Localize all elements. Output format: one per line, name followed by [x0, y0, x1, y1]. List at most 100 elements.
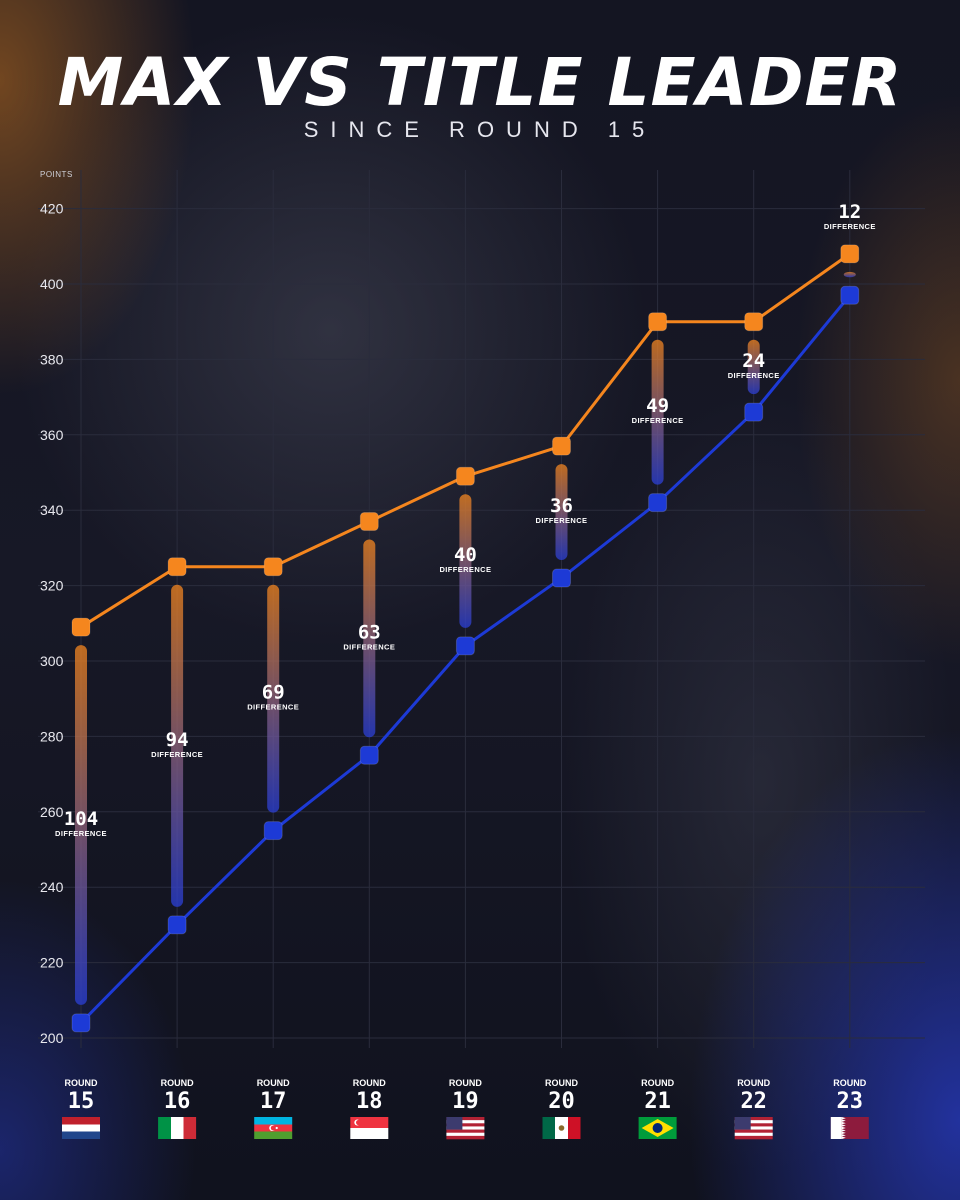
flag-crescent-cut	[356, 1119, 362, 1126]
flag-stripe	[734, 1129, 773, 1134]
difference-bar	[843, 271, 856, 278]
difference-label: DIFFERENCE	[632, 416, 684, 425]
leader-point	[71, 617, 91, 637]
flag-star	[275, 1126, 278, 1130]
page-title: MAX VS TITLE LEADER	[57, 44, 903, 121]
flag-hoist	[830, 1117, 842, 1139]
leader-point	[455, 466, 475, 486]
flag-stripe	[446, 1120, 485, 1124]
qatar-flag	[830, 1117, 869, 1139]
round-label: ROUND	[161, 1078, 194, 1088]
y-tick-label: 340	[40, 502, 64, 518]
flag-stripe	[446, 1129, 485, 1134]
difference-value: 63	[358, 621, 381, 643]
azerbaijan-flag	[254, 1117, 293, 1139]
difference-label: DIFFERENCE	[824, 222, 876, 231]
max-point	[552, 568, 571, 588]
y-axis-title: POINTS	[40, 170, 73, 179]
flag-stripe	[734, 1126, 773, 1130]
difference-bar	[267, 584, 280, 813]
difference-label: DIFFERENCE	[247, 703, 299, 712]
difference-bar	[171, 584, 184, 907]
flag-crescent-cut	[270, 1125, 276, 1131]
max-point	[648, 493, 668, 513]
y-axis-ticks: 200 220 240 260 280 300 320 340 360 380 400 420	[40, 201, 64, 1046]
difference-value: 40	[454, 544, 477, 566]
flag-stripe	[446, 1132, 485, 1137]
round-label: ROUND	[833, 1078, 866, 1088]
flag-stripe	[446, 1135, 485, 1140]
difference-bar	[363, 539, 376, 738]
difference-bar	[75, 645, 87, 1005]
flag-stripe	[734, 1132, 773, 1137]
y-tick-label: 240	[40, 879, 64, 895]
round-number: 22	[740, 1089, 767, 1114]
y-tick-label: 380	[40, 351, 64, 367]
difference-value: 104	[64, 808, 98, 830]
leader-point	[744, 312, 764, 332]
max-point	[167, 915, 187, 935]
difference-value: 94	[166, 729, 189, 751]
united-states-flag	[734, 1117, 773, 1140]
flag-canton	[734, 1117, 751, 1130]
difference-value: 69	[262, 682, 285, 704]
difference-bar	[747, 339, 760, 395]
flag-emblem	[558, 1125, 565, 1131]
round-number: 16	[164, 1089, 191, 1114]
difference-label: DIFFERENCE	[439, 565, 491, 574]
flag-stripe	[734, 1123, 773, 1127]
max-point	[744, 402, 764, 422]
max-point	[263, 821, 283, 841]
difference-label: DIFFERENCE	[55, 829, 107, 838]
round-label: ROUND	[65, 1078, 98, 1088]
y-tick-label: 220	[40, 955, 64, 971]
y-tick-label: 260	[40, 804, 64, 820]
mexico-flag	[542, 1117, 581, 1139]
round-label: ROUND	[449, 1078, 482, 1088]
flag-field	[62, 1117, 100, 1139]
difference-label: DIFFERENCE	[343, 642, 395, 651]
round-label: ROUND	[737, 1078, 770, 1088]
round-label: ROUND	[353, 1078, 386, 1088]
flag-stripe	[446, 1117, 485, 1121]
leader-point	[840, 244, 860, 264]
flag-stripe	[446, 1123, 485, 1127]
flag-stripe	[734, 1120, 773, 1124]
difference-bar	[651, 339, 664, 485]
difference-label: DIFFERENCE	[151, 750, 203, 759]
leader-point	[648, 312, 668, 332]
round-number: 19	[452, 1089, 479, 1114]
page-subtitle: SINCE ROUND 15	[303, 117, 657, 142]
round-number: 18	[356, 1089, 383, 1114]
leader-point	[359, 512, 379, 532]
difference-value: 12	[838, 201, 861, 223]
max-point	[71, 1013, 91, 1033]
difference-value: 36	[550, 495, 573, 517]
italy-flag	[158, 1117, 197, 1139]
round-label: ROUND	[641, 1078, 674, 1088]
y-tick-label: 360	[40, 427, 64, 443]
round-number: 20	[548, 1089, 575, 1114]
netherlands-flag	[62, 1117, 100, 1139]
round-number: 21	[644, 1089, 671, 1114]
y-tick-label: 280	[40, 728, 64, 744]
series-lines	[71, 244, 860, 1033]
y-tick-label: 420	[40, 201, 64, 217]
y-tick-label: 320	[40, 578, 64, 594]
leader-point	[263, 557, 283, 577]
flag-stripe	[446, 1126, 485, 1130]
y-tick-label: 200	[40, 1030, 64, 1046]
flag-field	[158, 1117, 197, 1139]
y-tick-label: 400	[40, 276, 64, 292]
leader-point	[167, 557, 187, 577]
difference-bars	[75, 271, 856, 1005]
max-point	[359, 745, 379, 765]
max-point	[455, 636, 475, 656]
round-number: 23	[837, 1089, 864, 1114]
brazil-flag	[638, 1117, 677, 1139]
round-label: ROUND	[545, 1078, 578, 1088]
difference-label: DIFFERENCE	[536, 516, 588, 525]
difference-bar	[555, 464, 568, 561]
